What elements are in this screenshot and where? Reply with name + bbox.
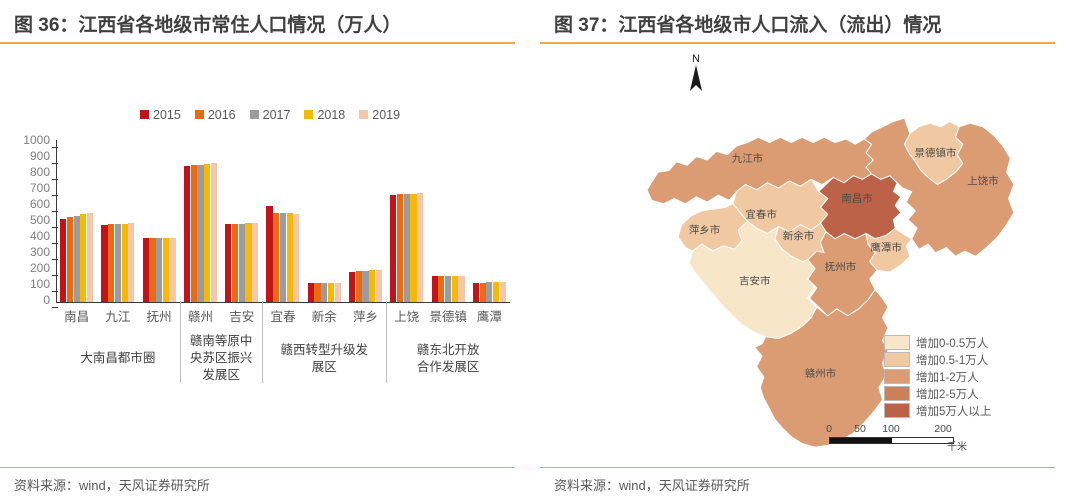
svg-text:N: N (692, 53, 700, 65)
svg-text:赣州市: 赣州市 (805, 367, 836, 380)
svg-text:宜春市: 宜春市 (745, 208, 776, 221)
svg-text:抚州市: 抚州市 (825, 261, 856, 274)
svg-text:九江市: 九江市 (732, 152, 763, 165)
svg-text:南昌市: 南昌市 (841, 192, 872, 205)
svg-text:鹰潭市: 鹰潭市 (870, 241, 901, 254)
svg-text:上饶市: 上饶市 (967, 175, 998, 188)
svg-text:萍乡市: 萍乡市 (689, 224, 720, 237)
svg-text:新余市: 新余市 (783, 230, 814, 243)
svg-text:景德镇市: 景德镇市 (914, 147, 956, 160)
svg-text:吉安市: 吉安市 (739, 275, 770, 288)
